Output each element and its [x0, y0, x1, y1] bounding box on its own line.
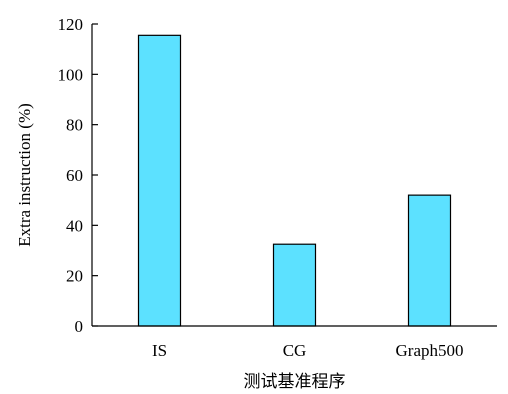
y-axis-title: Extra instruction (%) [15, 103, 34, 247]
x-tick-label: CG [283, 341, 307, 360]
y-ticks: 0 20 40 60 80 100 120 [58, 15, 98, 336]
bar-graph500 [407, 194, 452, 327]
x-axis-title: 测试基准程序 [244, 372, 346, 391]
y-tick-label: 40 [66, 216, 83, 235]
y-tick-label: 80 [66, 116, 83, 135]
x-tick-label: IS [152, 341, 167, 360]
y-tick-label: 0 [75, 317, 84, 336]
bar-is [137, 34, 182, 327]
x-tick-label: Graph500 [396, 341, 464, 360]
y-tick-label: 100 [58, 65, 84, 84]
bar-cg [272, 243, 317, 327]
bars-layer [137, 34, 452, 327]
y-tick-label: 120 [58, 15, 84, 34]
x-ticks: IS CG Graph500 [152, 341, 464, 360]
y-tick-label: 60 [66, 166, 83, 185]
y-tick-label: 20 [66, 267, 83, 286]
